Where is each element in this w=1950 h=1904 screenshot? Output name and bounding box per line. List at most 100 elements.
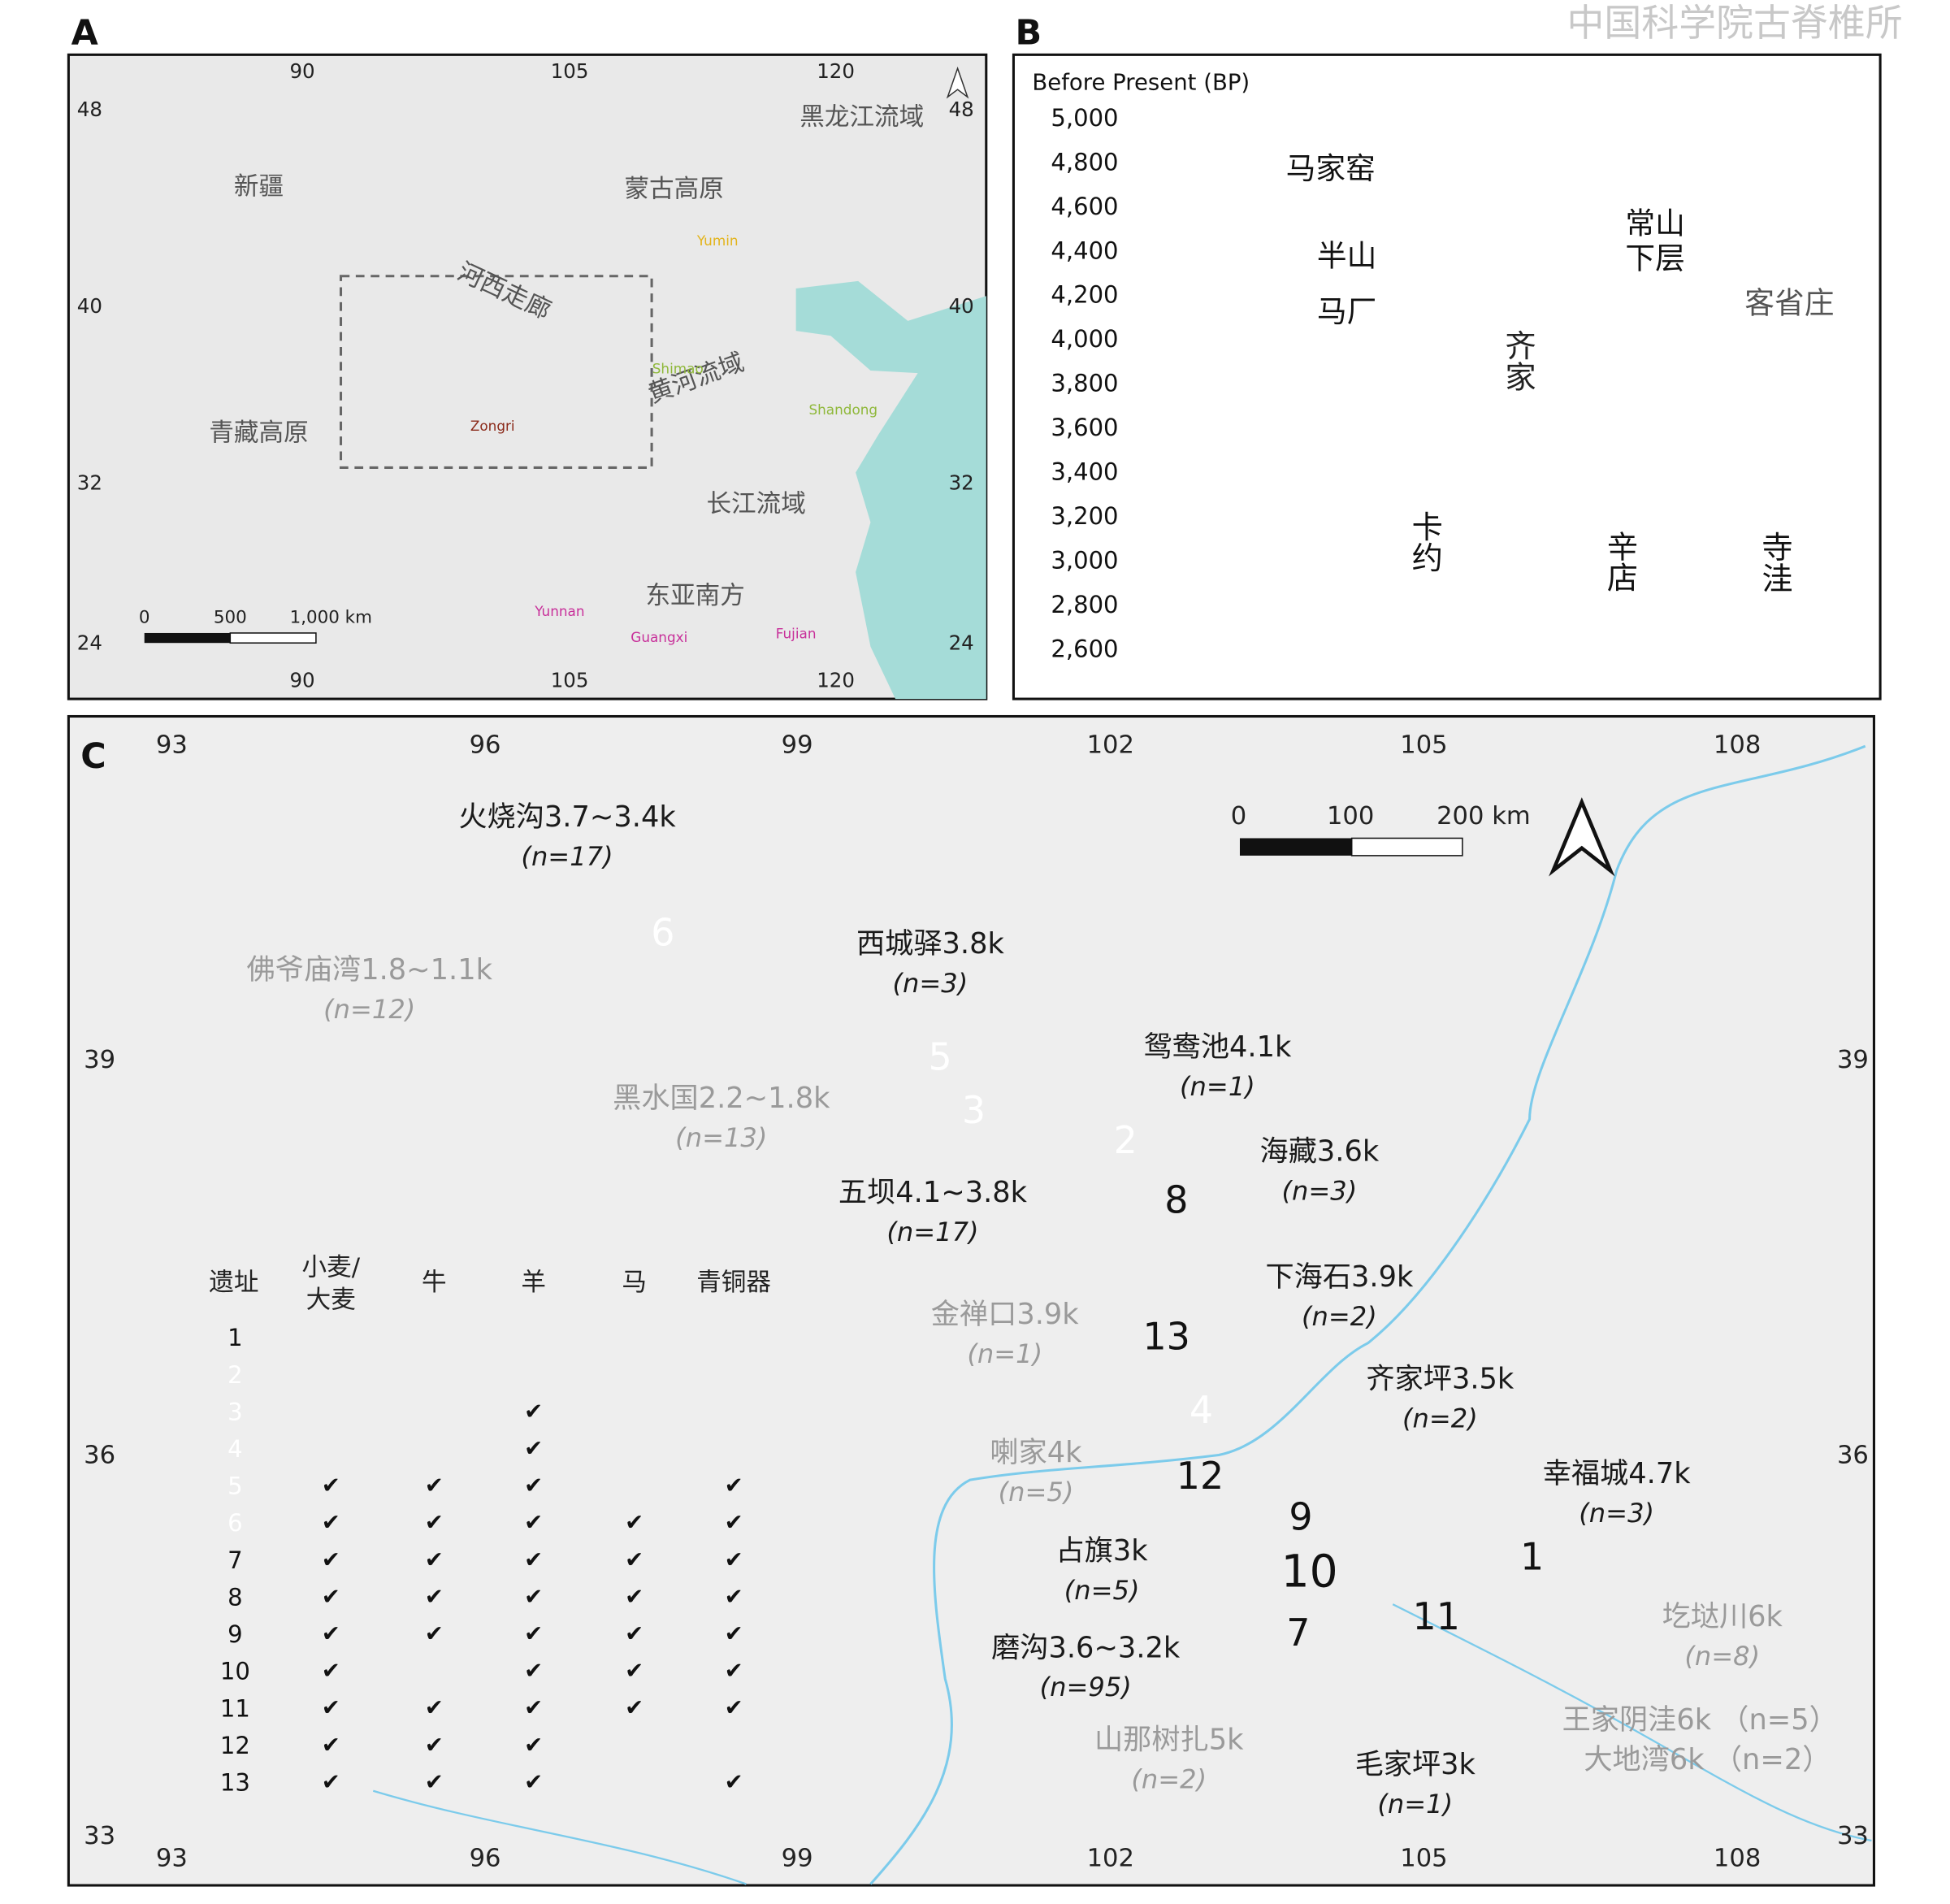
sea [795,280,986,700]
table-check: ✔ [725,1769,743,1795]
table-check: ✔ [524,1472,543,1498]
row-site: 10 [220,1658,250,1685]
site-count: (n=95) [1040,1672,1132,1702]
table-check: ✔ [524,1769,543,1795]
site-number: 1 [1520,1535,1544,1579]
site-number: 9 [1289,1495,1312,1539]
site-label: 幸福城4.7k [1543,1457,1692,1490]
table-check: ✔ [725,1546,743,1572]
table-header: 小麦/ [302,1253,361,1282]
table-check: ✔ [322,1510,340,1536]
table-check: ✔ [625,1546,644,1572]
lat-tick-label: 24 [949,631,974,655]
table-check: ✔ [725,1584,743,1610]
site-label: 磨沟3.6~3.2k [991,1631,1181,1664]
axis-tick-label: 2,800 [1051,591,1118,618]
panel-b-frame [1012,53,1882,700]
table-check: ✔ [322,1472,340,1498]
site-count: (n=2) [1131,1763,1207,1794]
lon-tick-label: 102 [1087,1844,1134,1872]
row-site: 5 [228,1472,243,1500]
panel-a-frame [67,53,988,700]
table-header: 牛 [422,1269,447,1297]
lat-tick-label: 33 [1837,1822,1869,1850]
site-label: 黑水国2.2~1.8k [613,1082,830,1115]
site-number: 10 [1281,1546,1338,1598]
table-check: ✔ [725,1695,743,1721]
table-check: ✔ [322,1769,340,1795]
table-header: 马 [622,1269,647,1297]
region-label: 东亚南方 [645,582,744,610]
site-count: (n=5) [999,1477,1074,1507]
lat-tick-label: 48 [77,98,102,121]
site-label: 下海石3.9k [1265,1260,1414,1294]
place-label: Guangxi [630,629,687,645]
site-label: 鸳鸯池4.1k [1143,1030,1292,1064]
place-label: Shimao [652,361,704,377]
site-count: (n=1) [1377,1789,1453,1819]
table-check: ✔ [322,1546,340,1572]
place-label: Yumin [696,232,739,249]
axis-tick-label: 4,800 [1051,148,1118,176]
table-check: ✔ [322,1658,340,1684]
site-label: 喇家4k [990,1436,1082,1469]
culture-label: 下层 [1625,241,1684,275]
site-number: 12 [1176,1454,1224,1498]
table-check: ✔ [425,1584,444,1610]
table-header: 羊 [521,1269,546,1297]
scale-label: 0 [139,608,150,628]
culture-label: 辛店 [1601,530,1638,592]
site-count: (n=1) [1180,1071,1255,1102]
table-check: ✔ [625,1695,644,1721]
row-site: 6 [228,1509,243,1537]
study-area-box [339,275,653,469]
site-label: 五坝4.1~3.8k [838,1176,1028,1209]
lon-tick-label: 108 [1714,731,1761,760]
table-check: ✔ [625,1658,644,1684]
lon-tick-label: 120 [817,59,855,83]
river [372,1789,747,1885]
site-count: (n=8) [1684,1641,1760,1672]
culture-label: 齐家 [1500,330,1536,392]
table-check: ✔ [425,1546,444,1572]
lon-tick-label: 93 [156,731,188,760]
lon-tick-label: 96 [470,1844,501,1872]
table-check: ✔ [425,1769,444,1795]
table-check: ✔ [725,1510,743,1536]
site-number: 11 [1413,1594,1460,1638]
site-number: 8 [1164,1178,1188,1221]
lat-tick-label: 32 [949,471,974,494]
region-label: 蒙古高原 [624,176,723,204]
panel-label: C [80,736,106,777]
site-number: 5 [929,1034,952,1078]
region-label: 新疆 [234,173,284,202]
scale-label: 1,000 km [290,608,372,628]
table-check: ✔ [425,1621,444,1647]
table-check: ✔ [524,1732,543,1758]
row-site: 13 [220,1768,250,1796]
site-count: (n=3) [1579,1498,1654,1529]
table-check: ✔ [425,1510,444,1536]
site-number: 3 [962,1088,986,1132]
site-count: (n=12) [323,994,415,1025]
lat-tick-label: 39 [1837,1046,1869,1074]
table-check: ✔ [725,1472,743,1498]
lat-tick-label: 32 [77,471,102,494]
lon-tick-label: 90 [289,669,314,692]
culture-label: 常山 [1625,206,1684,241]
axis-tick-label: 2,600 [1051,635,1118,662]
site-number: 4 [1190,1388,1213,1432]
axis-title: Before Present (BP) [1032,70,1250,96]
phase-label: 马厂 [1317,294,1376,329]
site-label: 西城驿3.8k [856,927,1005,961]
site-count: (n=3) [1282,1176,1358,1207]
site-count: (n=1) [967,1338,1042,1369]
table-check: ✔ [524,1510,543,1536]
lon-tick-label: 99 [782,731,813,760]
river [1392,1603,1872,1842]
site-label: 占旗3k [1056,1534,1149,1568]
axis-tick-label: 4,400 [1051,236,1118,264]
phase-label: 马家窑 [1286,151,1376,186]
place-label: Shandong [808,401,878,418]
